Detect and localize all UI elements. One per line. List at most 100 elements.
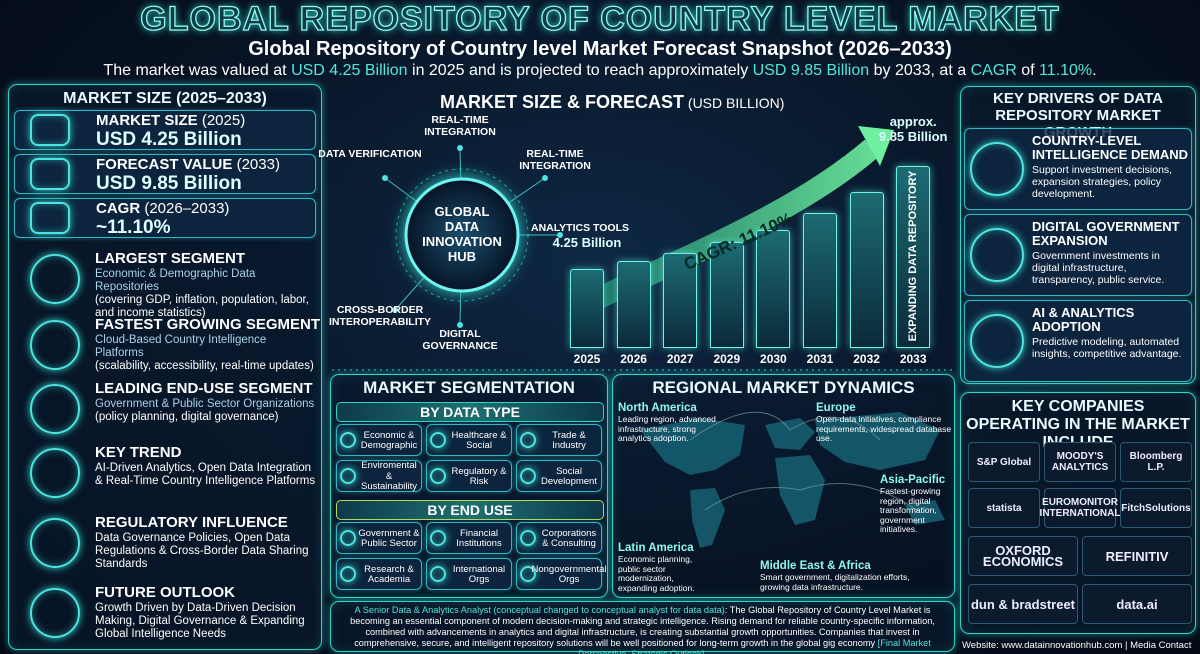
hub-center: GLOBAL DATA INNOVATION HUB xyxy=(422,204,502,264)
segment-icon xyxy=(520,432,536,448)
bar xyxy=(616,260,651,348)
driver-icon xyxy=(970,228,1024,282)
stat-icon xyxy=(30,158,70,190)
segment-title: REGULATORY INFLUENCE xyxy=(95,514,288,531)
note: A Senior Data & Analytics Analyst (conce… xyxy=(330,601,955,654)
text: . xyxy=(704,649,707,654)
value-label: approx. 9.85 Billion xyxy=(878,114,948,144)
text: in 2025 and is projected to reach approx… xyxy=(407,62,753,79)
highlight: USD 4.25 Billion xyxy=(291,62,408,79)
hub-node: CROSS-BORDER INTEROPERABILITY xyxy=(328,304,432,328)
segment-icon xyxy=(520,468,536,484)
hub-node: ANALYTICS TOOLS xyxy=(530,222,629,234)
region-text: Smart government, digitalization efforts… xyxy=(760,572,910,592)
segment-icon xyxy=(30,448,80,498)
line: (policy planning, digital governance) xyxy=(95,411,279,423)
company-logo: MOODY'S ANALYTICS xyxy=(1044,442,1116,482)
group-header: BY END USE xyxy=(336,500,604,520)
bar xyxy=(663,253,698,348)
panel-title: REGIONAL MARKET DYNAMICS xyxy=(652,378,915,397)
driver-title: DIGITAL GOVERNMENT EXPANSION xyxy=(1032,219,1180,248)
region-text: Economic planning, public sector moderni… xyxy=(618,554,695,593)
segment-item: Financial Institutions xyxy=(456,527,502,549)
hub-node: DATA VERIFICATION xyxy=(318,148,422,160)
segment-item-box xyxy=(516,424,602,456)
intro: The market was valued at USD 4.25 Billio… xyxy=(0,62,1200,80)
segment-icon xyxy=(30,384,80,434)
company-logo: data.ai xyxy=(1082,584,1192,624)
segment-item: Enviromental & Sustainability xyxy=(361,460,417,493)
period: (2025) xyxy=(197,112,246,129)
stat-icon xyxy=(30,114,70,146)
section-title: MARKET SIZE & FORECAST (USD BILLION) xyxy=(440,92,784,113)
bar xyxy=(570,269,604,348)
stat-label: MARKET SIZE (2025) xyxy=(96,112,245,129)
driver-icon xyxy=(970,314,1024,368)
line: (covering GDP, inflation, population, la… xyxy=(95,294,309,319)
value-label: 4.25 Billion xyxy=(552,235,622,251)
company-logo: dun & bradstreet xyxy=(968,584,1078,624)
stat-icon xyxy=(30,202,70,234)
segment-text: Economic & Demographic Data Repositories… xyxy=(95,268,317,320)
bar xyxy=(756,230,791,348)
group-header: BY DATA TYPE xyxy=(336,402,604,422)
text: of xyxy=(1016,62,1040,79)
x-tick-label: 2031 xyxy=(806,352,834,366)
x-tick-label: 2029 xyxy=(713,352,741,366)
segment-item: Healthcare & Social xyxy=(451,429,507,451)
line: Government & Public Sector Organizations xyxy=(95,398,315,410)
bar xyxy=(896,166,931,348)
highlight: [Final Market Perspective, Strategic Out… xyxy=(578,638,931,654)
text: by 2033, at a xyxy=(869,62,971,79)
segment-icon xyxy=(30,254,80,304)
segment-item: Research & Academia xyxy=(364,563,414,585)
segment-icon xyxy=(430,468,446,484)
company-logo: statista xyxy=(968,488,1040,528)
segment-icon xyxy=(520,530,536,546)
x-tick-label: 2027 xyxy=(666,352,694,366)
driver-title: COUNTRY-LEVEL INTELLIGENCE DEMAND xyxy=(1032,133,1188,162)
segment-icon xyxy=(340,530,356,546)
region-text: Open-data initiatives, compliance requir… xyxy=(816,414,952,443)
driver-icon xyxy=(970,142,1024,196)
highlight: 11.10% xyxy=(1039,62,1093,79)
subtitle: Global Repository of Country level Marke… xyxy=(248,38,952,60)
segment-icon xyxy=(430,566,446,582)
region-text: Fastest-growing region, digital transfor… xyxy=(880,486,941,534)
segment-item: Trade & Industry xyxy=(552,429,586,451)
stat-value: USD 4.25 Billion xyxy=(96,129,242,150)
segment-text: Data Governance Policies, Open Data Regu… xyxy=(95,532,317,571)
period: (2026–2033) xyxy=(140,200,230,217)
segment-icon xyxy=(30,588,80,638)
segment-text: Growth Driven by Data-Driven Decision Ma… xyxy=(95,602,317,641)
stat-label: CAGR (2026–2033) xyxy=(96,200,229,217)
segment-icon xyxy=(340,432,356,448)
period: (2033) xyxy=(232,156,280,173)
segment-text: Government & Public Sector Organizations… xyxy=(95,398,317,424)
text: . xyxy=(1092,62,1097,79)
title: MARKET SIZE & FORECAST xyxy=(440,92,685,112)
driver-text: Predictive modeling, automated insights,… xyxy=(1032,336,1182,360)
x-tick-label: 2026 xyxy=(620,352,647,366)
bar xyxy=(709,242,744,348)
driver-title: AI & ANALYTICS ADOPTION xyxy=(1032,305,1135,334)
segment-icon xyxy=(30,320,80,370)
highlight: A Senior Data & Analytics Analyst (conce… xyxy=(354,605,725,615)
segment-item-box xyxy=(426,558,512,590)
segment-icon xyxy=(340,566,356,582)
segment-icon xyxy=(520,566,536,582)
segment-item: Social Development xyxy=(541,465,597,487)
highlight: USD 9.85 Billion xyxy=(752,62,870,79)
label: FORECAST VALUE xyxy=(96,156,233,173)
regional-panel xyxy=(612,374,955,598)
stat-value: USD 9.85 Billion xyxy=(96,173,242,194)
region-name: Asia-Pacific xyxy=(880,474,946,486)
side-label: EXPANDING DATA REPOSITORY xyxy=(907,170,920,342)
company-logo: Bloomberg L.P. xyxy=(1120,442,1192,482)
line: (scalability, accessibility, real-time u… xyxy=(95,360,314,372)
line: Economic & Demographic Data Repositories xyxy=(95,268,256,293)
segment-text: Cloud-Based Country Intelligence Platfor… xyxy=(95,334,317,373)
region-text: Leading region, advanced infrastructure,… xyxy=(618,414,716,443)
